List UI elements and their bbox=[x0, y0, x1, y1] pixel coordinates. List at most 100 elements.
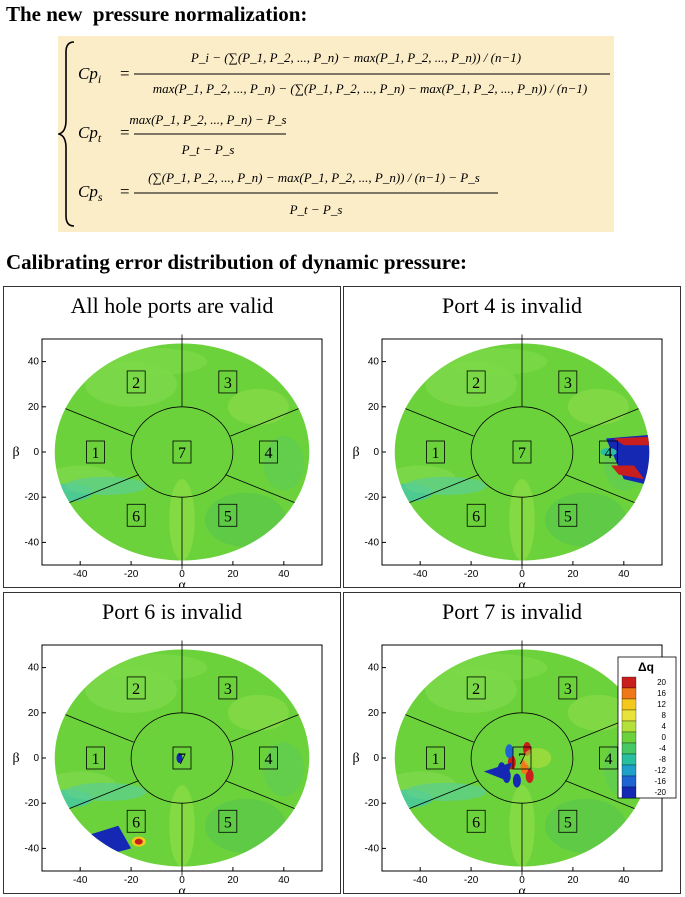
center-zone-circle bbox=[130, 406, 234, 498]
contour-field bbox=[394, 343, 650, 561]
panel-port7-invalid: Port 7 is invalid 1 2 3 4 5 6 7 -40 -20 0 20 40 40 20… bbox=[343, 592, 681, 894]
port-box bbox=[599, 746, 618, 770]
field-patch bbox=[204, 798, 287, 853]
port-label: 5 bbox=[224, 814, 232, 831]
port-label: 1 bbox=[91, 445, 99, 462]
port-box bbox=[86, 440, 105, 464]
x-tick-label: 40 bbox=[618, 875, 630, 886]
y-axis-label: β bbox=[12, 751, 19, 766]
x-tick-label: 20 bbox=[227, 569, 239, 580]
y-axis-label: β bbox=[352, 445, 359, 460]
port-label: 2 bbox=[472, 375, 480, 392]
port-box bbox=[218, 676, 238, 700]
field-patch bbox=[227, 388, 289, 425]
contour-plot: 1 2 3 4 5 6 7 -40 -20 0 20 40 40 20 0 -20 -40 α β bbox=[12, 334, 323, 588]
port-box bbox=[126, 809, 146, 833]
y-tick-label: 40 bbox=[368, 357, 380, 368]
legend-level-label: -16 bbox=[654, 777, 666, 786]
port-box bbox=[558, 370, 578, 394]
port-label: 6 bbox=[472, 508, 480, 525]
cpi-label: Cpi bbox=[78, 64, 101, 86]
x-tick-label: 40 bbox=[618, 569, 630, 580]
x-tick-label: -20 bbox=[124, 875, 139, 886]
legend-level-label: -4 bbox=[659, 744, 667, 753]
x-axis-label: α bbox=[178, 578, 186, 588]
x-axis-label: α bbox=[518, 578, 526, 588]
panel-title: Port 6 is invalid bbox=[102, 599, 242, 624]
equation-svg: Cpi = P_i − (∑(P_1, P_2, ..., P_n) − max… bbox=[58, 41, 610, 227]
center-zone-circle bbox=[470, 712, 574, 804]
port-box bbox=[218, 809, 238, 833]
error-patch bbox=[92, 649, 132, 659]
y-tick-label: -40 bbox=[365, 537, 380, 548]
x-tick-label: -40 bbox=[73, 875, 88, 886]
port-box bbox=[466, 503, 486, 527]
port-label: 1 bbox=[91, 751, 99, 768]
port-label: 3 bbox=[564, 681, 572, 698]
port-label: 2 bbox=[472, 681, 480, 698]
y-tick-label: 40 bbox=[28, 663, 40, 674]
y-tick-label: 40 bbox=[28, 357, 40, 368]
port-label: 3 bbox=[224, 375, 232, 392]
equation-box: Cpi = P_i − (∑(P_1, P_2, ..., P_n) − max… bbox=[58, 36, 614, 232]
field-patch bbox=[263, 436, 305, 491]
error-patch bbox=[613, 436, 650, 446]
port-box bbox=[218, 503, 238, 527]
port-box bbox=[126, 503, 146, 527]
port-box bbox=[426, 746, 445, 770]
cpi-equals: = bbox=[120, 64, 130, 83]
y-tick-label: 0 bbox=[33, 447, 39, 458]
y-tick-label: 20 bbox=[368, 708, 380, 719]
legend-level-label: -20 bbox=[654, 788, 666, 797]
error-patch bbox=[483, 762, 512, 781]
y-tick-label: 20 bbox=[368, 402, 380, 413]
x-tick-label: 20 bbox=[567, 875, 579, 886]
field-patch bbox=[567, 694, 629, 731]
contour-plot: 1 2 3 4 5 6 7 -40 -20 0 20 40 40 20 0 -20 -40 α β bbox=[12, 640, 323, 893]
left-brace bbox=[58, 41, 75, 227]
panel-title: Port 4 is invalid bbox=[442, 293, 582, 318]
port-label: 7 bbox=[178, 445, 186, 462]
cpi-denominator: max(P_1, P_2, ..., P_n) − (∑(P_1, P_2, .… bbox=[153, 81, 588, 96]
field-patch bbox=[404, 476, 487, 495]
port-label: 7 bbox=[178, 751, 186, 768]
legend-swatch bbox=[621, 786, 637, 799]
port-box bbox=[126, 370, 146, 394]
panel-title: Port 7 is invalid bbox=[442, 599, 582, 624]
legend-swatch bbox=[621, 742, 637, 755]
port-box bbox=[86, 746, 105, 770]
legend-swatch bbox=[621, 753, 637, 766]
cpi-numerator: P_i − (∑(P_1, P_2, ..., P_n) − max(P_1, … bbox=[190, 50, 521, 65]
port-label: 6 bbox=[472, 814, 480, 831]
port-label: 7 bbox=[518, 751, 526, 768]
port-box bbox=[172, 746, 192, 770]
y-tick-label: 40 bbox=[368, 663, 380, 674]
port-label: 6 bbox=[132, 508, 140, 525]
error-patch bbox=[611, 465, 645, 480]
error-patch bbox=[600, 448, 617, 456]
cpt-label: Cpt bbox=[78, 123, 102, 145]
port-box bbox=[512, 440, 532, 464]
port-box bbox=[259, 746, 278, 770]
legend-swatch bbox=[621, 687, 637, 700]
port-label: 3 bbox=[224, 681, 232, 698]
legend-level-label: 4 bbox=[662, 722, 667, 731]
port-box bbox=[466, 809, 486, 833]
legend-level-label: 16 bbox=[657, 689, 666, 698]
port-box bbox=[558, 809, 578, 833]
cps-denominator: P_t − P_s bbox=[289, 202, 343, 217]
port-box bbox=[558, 676, 578, 700]
port-label: 1 bbox=[431, 751, 439, 768]
error-patch bbox=[523, 748, 552, 768]
error-patch bbox=[512, 773, 521, 788]
legend-swatch bbox=[621, 709, 637, 722]
x-tick-label: -20 bbox=[124, 569, 139, 580]
y-axis-label: β bbox=[352, 751, 359, 766]
y-tick-label: -40 bbox=[365, 843, 380, 854]
cps-label: Cps bbox=[78, 182, 103, 204]
heading-normalization: The new pressure normalization: bbox=[6, 2, 308, 26]
port-label: 2 bbox=[132, 375, 140, 392]
field-patch bbox=[64, 476, 147, 495]
port-label: 1 bbox=[431, 445, 439, 462]
